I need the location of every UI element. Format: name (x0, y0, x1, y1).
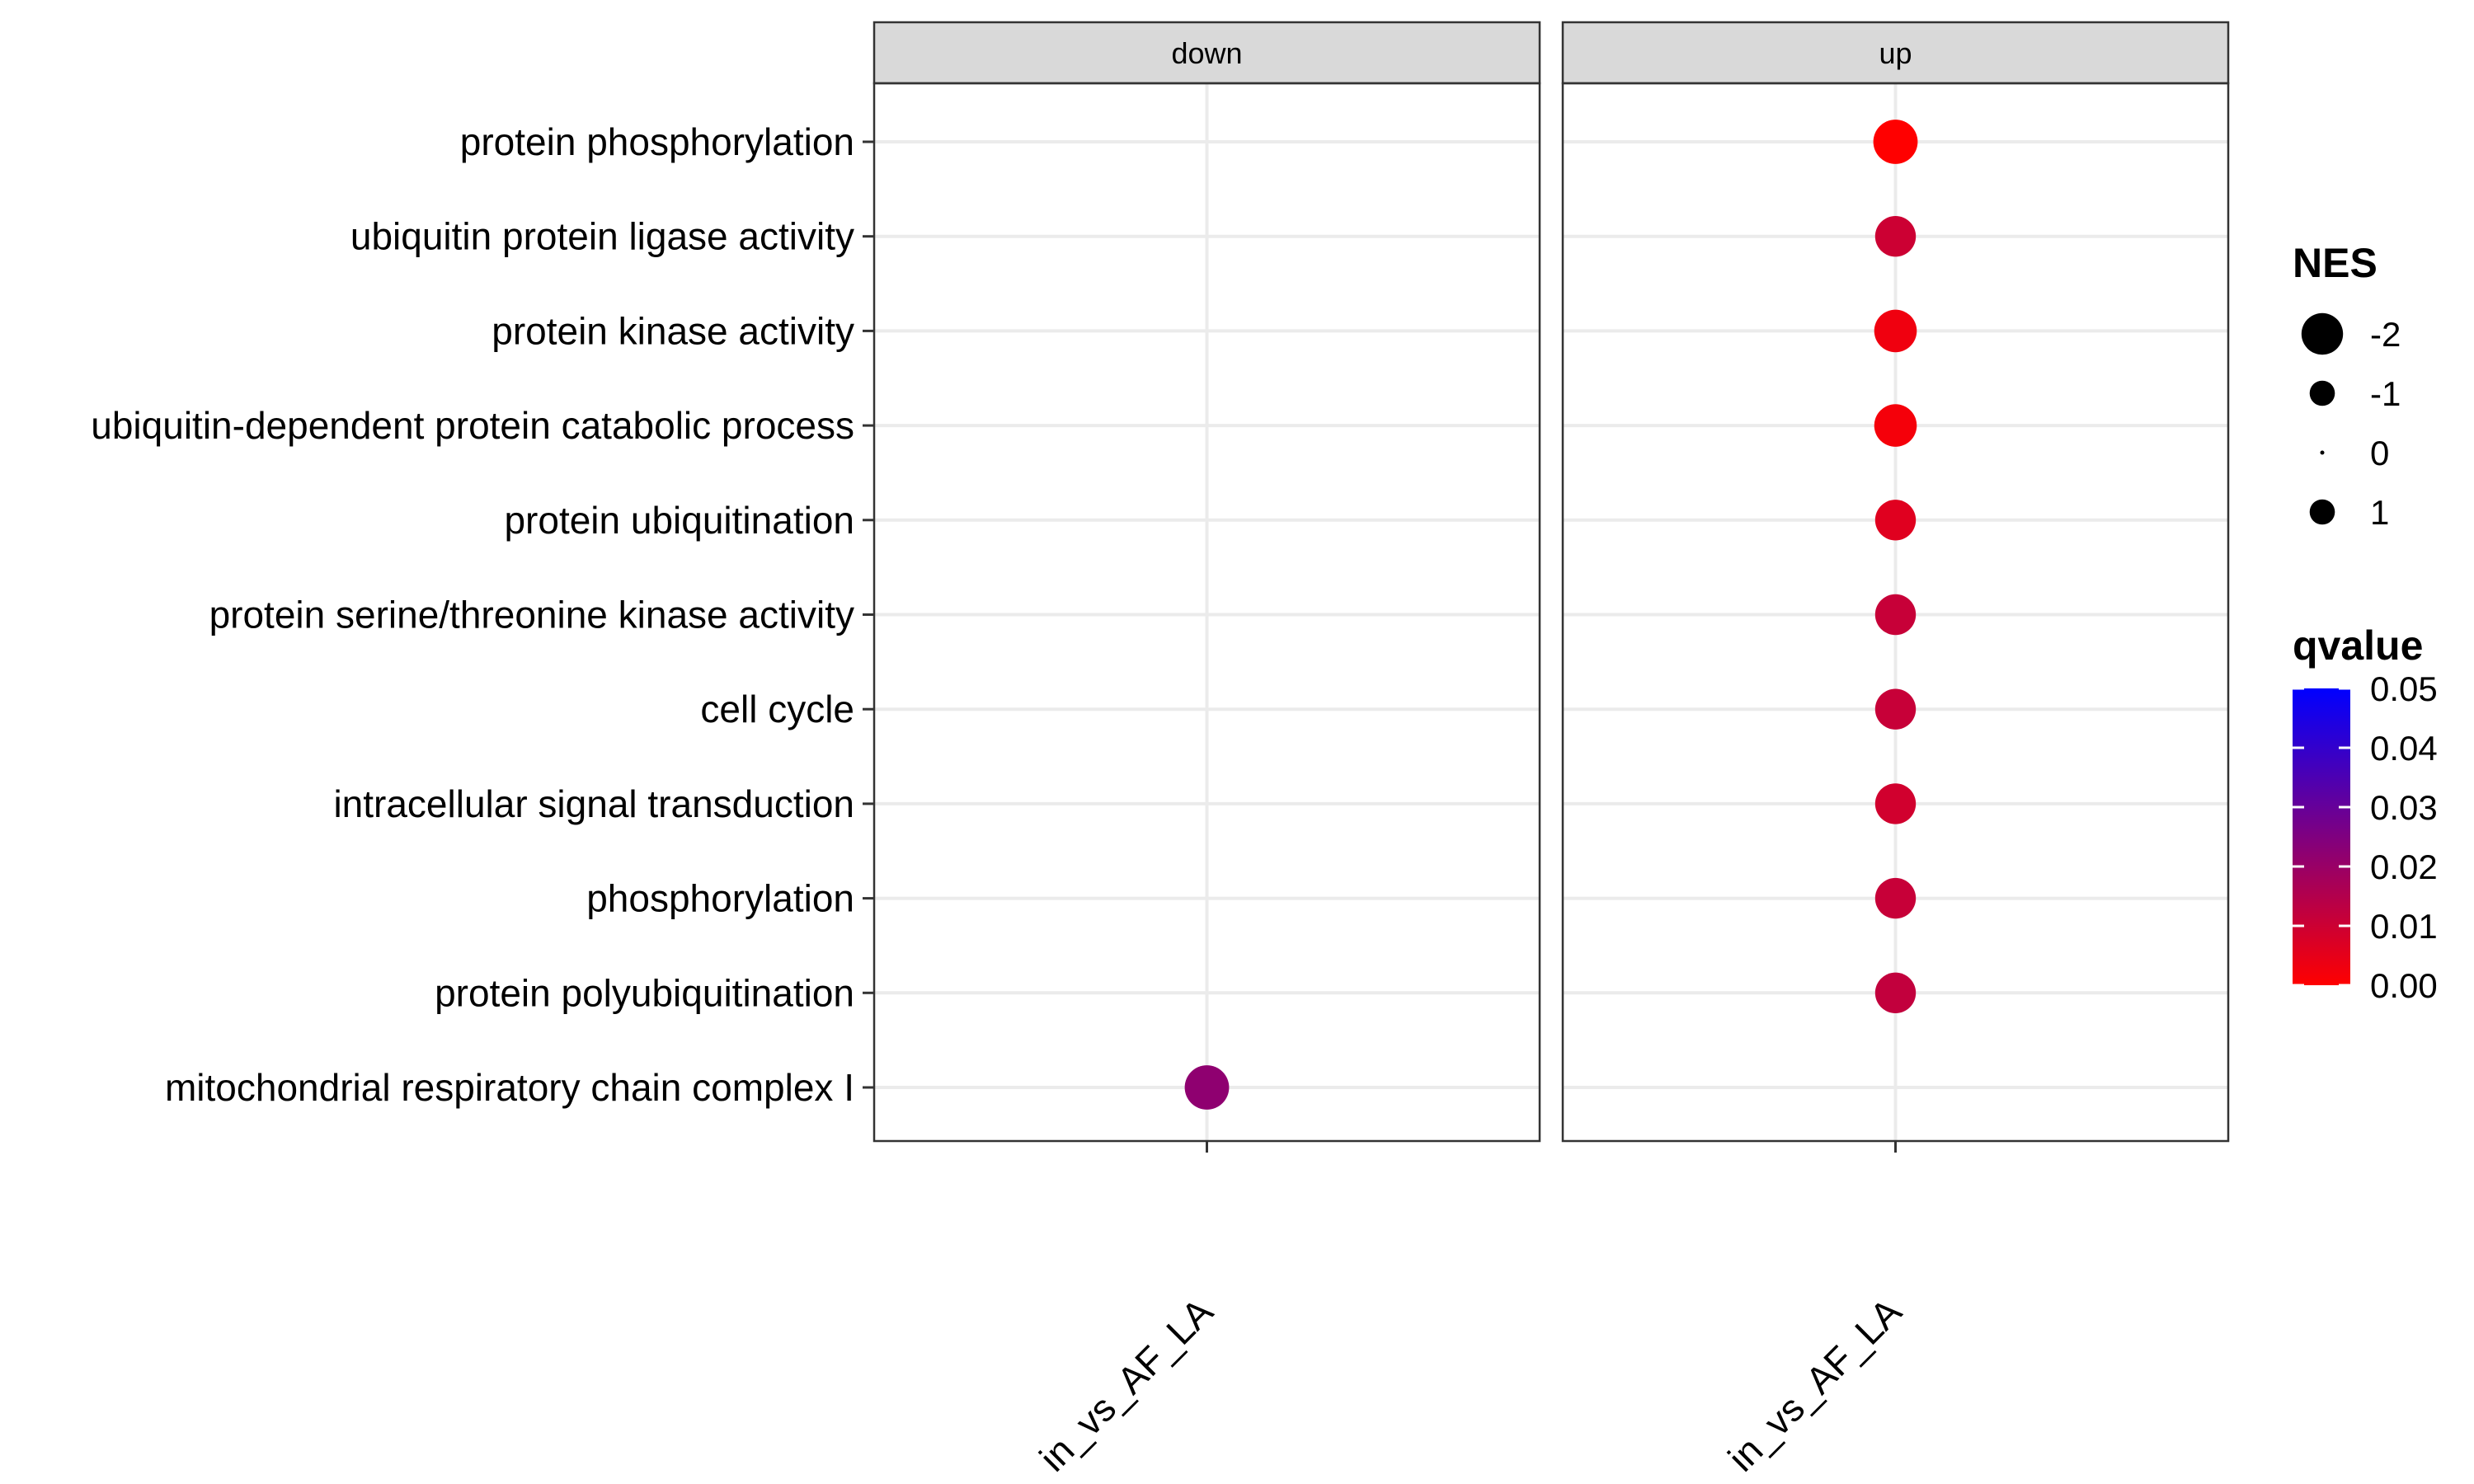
y-tick-label: protein polyubiquitination (435, 971, 854, 1014)
y-tick-labels: protein phosphorylation ubiquitin protein… (91, 120, 874, 1109)
legend-qvalue-label: 0.03 (2370, 788, 2438, 827)
facet-strip-down (872, 21, 1541, 85)
data-point (1874, 309, 1917, 353)
data-point (1874, 877, 1917, 919)
data-point (1874, 500, 1917, 541)
facet-panels: down up (872, 21, 2230, 1153)
legend-nes-label: 0 (2370, 434, 2389, 472)
data-point (1873, 120, 1918, 164)
legend-qvalue-colorbar (2293, 688, 2350, 985)
facet-strip-label: up (1879, 36, 1912, 70)
legend-qvalue-label: 0.04 (2370, 729, 2438, 768)
y-tick-label: protein serine/threonine kinase activity (209, 594, 854, 636)
legend-nes-key (2309, 380, 2335, 406)
data-point (1184, 1065, 1230, 1110)
legend-nes-key (2320, 450, 2325, 455)
data-point (1874, 688, 1917, 730)
legend-qvalue-label: 0.02 (2370, 848, 2438, 886)
y-tick-label: protein phosphorylation (460, 120, 854, 163)
y-tick-label: ubiquitin protein ligase activity (350, 215, 854, 258)
data-point (1874, 404, 1917, 447)
legend-nes-label: 1 (2370, 493, 2389, 532)
data-point (1874, 216, 1917, 257)
data-point (1874, 972, 1917, 1014)
y-tick-label: intracellular signal transduction (333, 782, 854, 825)
legend-qvalue-label: 0.05 (2370, 669, 2438, 708)
legend-nes-label: -2 (2370, 315, 2401, 354)
y-tick-label: phosphorylation (586, 877, 854, 920)
legend-qvalue-label: 0.00 (2370, 966, 2438, 1005)
y-tick-label: protein kinase activity (492, 309, 854, 352)
legend-nes-key (2301, 312, 2344, 355)
legend-qvalue-title: qvalue (2293, 622, 2423, 669)
x-tick-label: in_vs_AF_LA (1719, 1289, 1909, 1479)
data-points (1184, 120, 1918, 1110)
grid-lines (874, 83, 2228, 1141)
legend-nes-title: NES (2293, 240, 2378, 286)
y-tick-label: cell cycle (700, 688, 854, 730)
y-tick-label: mitochondrial respiratory chain complex … (165, 1066, 854, 1109)
x-tick-labels: in_vs_AF_LA in_vs_AF_LA (1031, 1289, 1909, 1479)
data-point (1874, 783, 1917, 824)
y-tick-label: ubiquitin-dependent protein catabolic pr… (91, 404, 854, 447)
y-tick-label: protein ubiquitination (504, 499, 854, 542)
legend-nes-label: -1 (2370, 374, 2401, 413)
facet-strip-up (1561, 21, 2230, 85)
x-tick-label: in_vs_AF_LA (1031, 1289, 1221, 1479)
legend-qvalue-label: 0.01 (2370, 907, 2438, 946)
facet-strip-label: down (1171, 36, 1242, 70)
data-point (1874, 594, 1917, 636)
legend-nes-key (2309, 499, 2335, 525)
